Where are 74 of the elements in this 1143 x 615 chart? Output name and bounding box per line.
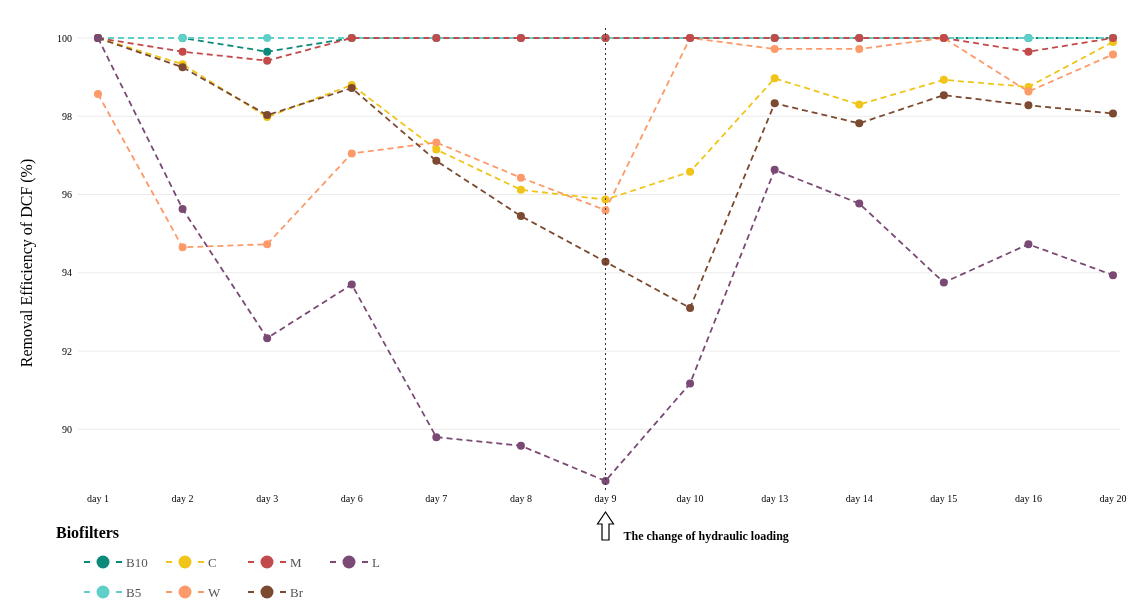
x-tick-label: day 20 — [1099, 493, 1127, 504]
x-tick-label: day 3 — [256, 493, 279, 504]
x-tick-label: day 10 — [676, 493, 704, 504]
point — [516, 212, 525, 221]
y-tick-label: 98 — [62, 110, 72, 122]
point — [1109, 50, 1117, 59]
point — [347, 84, 356, 93]
point — [432, 156, 441, 165]
point — [855, 119, 864, 128]
point — [1024, 101, 1033, 110]
point — [601, 195, 610, 204]
point — [939, 278, 948, 287]
legend-title: Biofilters — [56, 524, 120, 541]
legend-label: B5 — [126, 584, 142, 600]
point — [178, 47, 187, 56]
point — [516, 173, 525, 182]
y-tick-label: 96 — [62, 189, 72, 201]
x-tick-label: day 14 — [845, 493, 873, 504]
legend-label: B10 — [126, 554, 148, 570]
y-tick-label: 90 — [62, 423, 72, 435]
point — [1024, 47, 1033, 56]
x-tick-label: day 1 — [87, 493, 109, 504]
point — [686, 379, 695, 388]
point — [855, 199, 864, 208]
x-tick-label: day 16 — [1014, 493, 1042, 504]
x-tick-label: day 8 — [509, 493, 532, 504]
x-tick-label: day 9 — [594, 493, 617, 504]
x-tick-label: day 7 — [425, 493, 448, 504]
x-tick-label: day 15 — [930, 493, 958, 504]
point — [686, 304, 695, 312]
point — [601, 206, 610, 215]
point — [939, 75, 948, 84]
point — [770, 44, 779, 53]
point — [601, 476, 610, 485]
legend-label: M — [290, 554, 302, 570]
y-tick-label: 100 — [57, 32, 72, 44]
y-tick-label: 92 — [62, 345, 72, 357]
x-tick-label: day 2 — [171, 493, 194, 504]
point — [1109, 109, 1117, 118]
point — [855, 44, 864, 53]
y-axis-title: Removal Efficiency of DCF (%) — [18, 158, 36, 368]
point — [347, 149, 356, 158]
point — [770, 165, 779, 174]
point — [1109, 271, 1117, 280]
point — [347, 280, 356, 289]
point — [1024, 240, 1033, 249]
point — [432, 145, 441, 154]
y-tick-label: 94 — [62, 267, 72, 279]
point — [178, 243, 187, 252]
legend-label: Br — [290, 584, 304, 600]
point — [263, 47, 272, 56]
legend-label: C — [208, 554, 217, 570]
point — [1024, 87, 1033, 96]
point — [178, 205, 187, 213]
point — [432, 138, 441, 147]
point — [601, 257, 610, 266]
x-tick-label: day 13 — [761, 493, 789, 504]
text: The change of hydraulic loading — [623, 529, 789, 543]
point — [94, 89, 102, 98]
point — [686, 167, 695, 176]
legend-label: L — [372, 554, 380, 570]
point — [263, 334, 272, 343]
point — [263, 56, 272, 65]
point — [516, 185, 525, 194]
point — [770, 99, 779, 108]
x-tick-label: day 6 — [340, 493, 363, 504]
point — [855, 100, 864, 109]
point — [939, 91, 948, 100]
point — [263, 34, 272, 42]
legend-label: W — [208, 584, 221, 600]
point — [432, 433, 441, 442]
point — [516, 441, 525, 450]
point — [770, 74, 779, 83]
point — [263, 240, 272, 249]
